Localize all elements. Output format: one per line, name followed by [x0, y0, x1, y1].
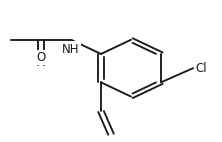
Text: O: O	[36, 51, 46, 64]
Text: Cl: Cl	[195, 62, 207, 75]
Text: NH: NH	[62, 43, 80, 56]
